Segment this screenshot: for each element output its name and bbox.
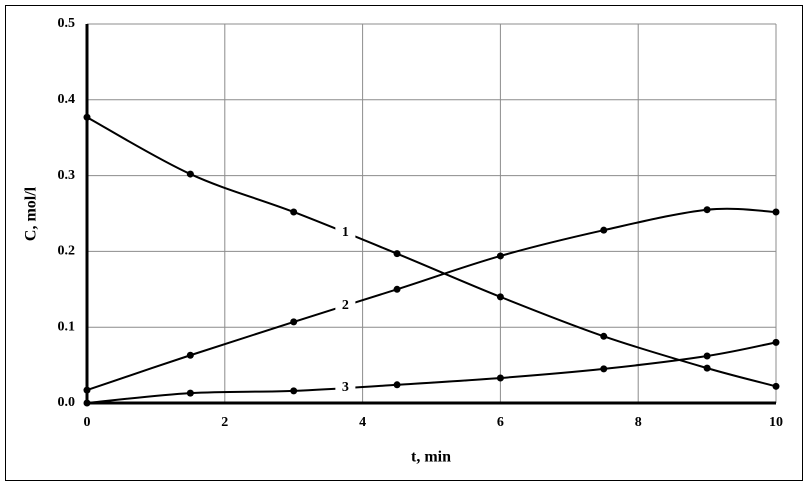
series-label: 3: [342, 380, 349, 395]
x-tick-label: 10: [769, 415, 783, 430]
y-tick-label: 0.4: [58, 92, 76, 107]
series-label-bg: [335, 377, 356, 398]
x-tick-label: 0: [84, 415, 91, 430]
point: [496, 374, 504, 382]
point: [772, 208, 780, 216]
point: [393, 381, 401, 389]
point: [83, 399, 91, 407]
point: [772, 338, 780, 346]
y-tick-label: 0.2: [58, 244, 76, 259]
point: [703, 364, 711, 372]
series-label-bg: [335, 222, 356, 243]
y-axis-label: C, mol/l: [23, 186, 40, 241]
point: [496, 293, 504, 301]
series-label: 1: [342, 225, 349, 240]
point: [290, 208, 298, 216]
series-line: [86, 341, 777, 404]
point: [600, 365, 608, 373]
point: [186, 351, 194, 359]
point: [703, 352, 711, 360]
point: [772, 382, 780, 390]
point: [393, 250, 401, 258]
point: [496, 252, 504, 260]
series-label-bg: [335, 295, 356, 316]
y-tick-label: 0.0: [58, 395, 76, 410]
y-tick-label: 0.3: [58, 168, 76, 183]
point: [290, 387, 298, 395]
point: [393, 285, 401, 293]
x-tick-label: 2: [221, 415, 228, 430]
x-axis-label: t, min: [411, 449, 451, 466]
point: [703, 206, 711, 214]
point: [290, 318, 298, 326]
x-tick-label: 4: [359, 415, 366, 430]
x-tick-label: 6: [497, 415, 504, 430]
x-tick-label: 8: [635, 415, 642, 430]
point: [186, 170, 194, 178]
point: [186, 389, 194, 397]
chart-border: [5, 5, 803, 481]
series-label: 2: [342, 298, 349, 313]
point: [600, 226, 608, 234]
point: [83, 113, 91, 121]
point: [600, 332, 608, 340]
y-tick-label: 0.1: [58, 319, 76, 334]
point: [83, 386, 91, 394]
series-line: [86, 207, 777, 392]
series-line: [86, 116, 777, 388]
y-tick-label: 0.5: [58, 16, 76, 31]
